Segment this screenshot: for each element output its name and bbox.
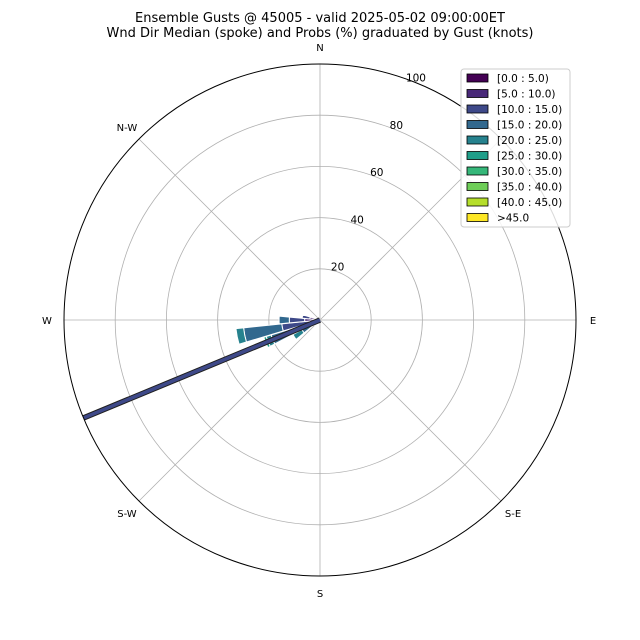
direction-label-e: E (590, 316, 596, 327)
legend-label: [30.0 : 35.0) (497, 166, 562, 178)
grid-spoke (138, 138, 321, 321)
direction-labels: N N-W W S-W S S-E E (42, 43, 596, 600)
legend-label: [25.0 : 30.0) (497, 151, 562, 163)
legend-label: [0.0 : 5.0) (497, 73, 549, 85)
legend-label: [10.0 : 15.0) (497, 104, 562, 116)
median-spoke (82, 317, 322, 421)
grid-spoke (138, 319, 321, 502)
legend-swatch (466, 151, 489, 160)
legend-label: [20.0 : 25.0) (497, 135, 562, 147)
direction-label-s-w: S-W (117, 509, 137, 520)
direction-label-s: S (317, 589, 323, 600)
polar-grid (64, 64, 576, 576)
legend-label: [15.0 : 20.0) (497, 120, 562, 132)
median-spoke-line (82, 318, 321, 420)
grid-spoke (319, 319, 502, 502)
legend-label: >45.0 (497, 213, 529, 225)
legend-swatch (466, 73, 489, 83)
radial-tick-labels: 20 40 60 80 100 (331, 72, 426, 273)
legend-swatch (466, 213, 489, 222)
direction-label-s-e: S-E (505, 509, 521, 520)
radial-tick-label: 60 (370, 167, 383, 179)
legend-label: [40.0 : 45.0) (497, 197, 562, 209)
radial-tick-label: 40 (350, 214, 363, 226)
direction-label-n-w: N-W (117, 123, 138, 134)
radial-tick-label: 80 (390, 120, 403, 132)
legend-swatch (466, 182, 489, 191)
wind-bar-segment (301, 314, 311, 320)
legend: [0.0 : 5.0) [5.0 : 10.0) [10.0 : 15.0) [15.… (460, 68, 571, 228)
legend-swatch (466, 166, 489, 176)
radial-tick-label: 100 (406, 72, 426, 84)
legend-swatch (466, 197, 489, 207)
outer-circle (63, 63, 577, 577)
wind-bar-segment (235, 327, 248, 345)
radial-tick-label: 20 (331, 262, 344, 274)
legend-label: [35.0 : 40.0) (497, 182, 562, 194)
wind-bar-segment (278, 315, 290, 325)
legend-swatch (466, 89, 489, 98)
legend-label: [5.0 : 10.0) (497, 89, 555, 101)
direction-label-n: N (316, 43, 323, 54)
legend-swatch (466, 120, 489, 129)
legend-swatch (466, 135, 489, 145)
direction-label-w: W (42, 316, 52, 327)
chart-title: Ensemble Gusts @ 45005 - valid 2025-05-0… (135, 11, 505, 26)
outer-ring (63, 63, 577, 577)
chart-subtitle: Wnd Dir Median (spoke) and Probs (%) gra… (107, 26, 534, 41)
legend-swatch (466, 104, 489, 114)
